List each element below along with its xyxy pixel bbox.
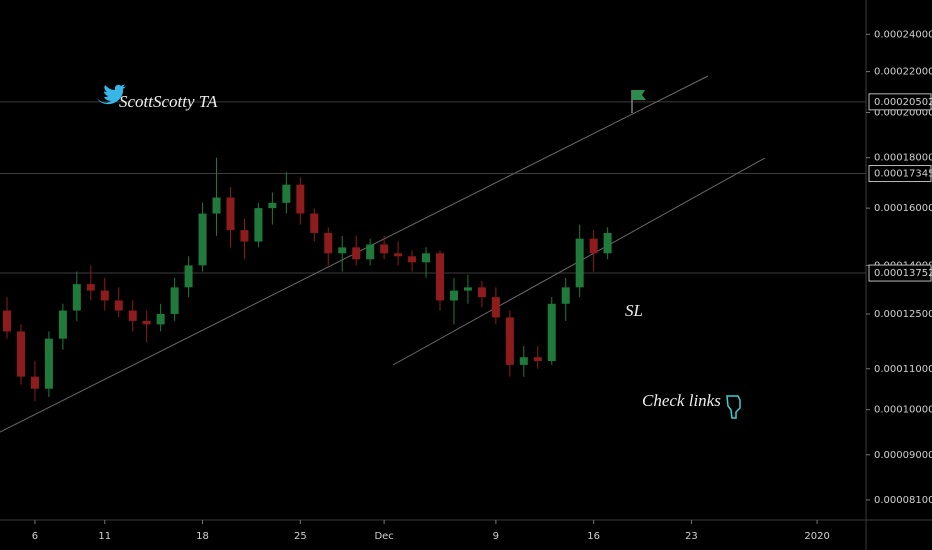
y-tick-label: 0.00018000 (874, 153, 932, 164)
candle-body (114, 300, 123, 311)
annotation-sl: SL (625, 301, 643, 320)
x-tick-label: Dec (374, 531, 393, 542)
candle-body (575, 238, 584, 288)
candle-body (240, 230, 249, 242)
candle-body (128, 310, 137, 321)
y-tick-label: 0.00016000 (874, 203, 932, 214)
candle-body (561, 287, 570, 304)
price-lines: 0.00020502 0.00017345 0.00013752 (868, 93, 932, 282)
candle-body (477, 287, 486, 298)
candle-body (603, 232, 612, 254)
x-tick-label: 2020 (804, 531, 829, 542)
y-tick-label: 0.00010000 (874, 405, 932, 416)
candle-body (505, 317, 514, 365)
hand-icon (726, 395, 741, 419)
candle-body (394, 253, 403, 257)
candle-body (86, 284, 95, 291)
y-tick-label: 0.00012500 (874, 309, 932, 320)
y-tick-label: 0.00024000 (874, 29, 932, 40)
candles (3, 157, 612, 402)
candle-body (212, 197, 221, 214)
candle-body (16, 331, 25, 377)
price-label: 0.00017345 (874, 169, 932, 180)
x-tick-label: 25 (294, 531, 307, 542)
x-tick-label: 16 (587, 531, 600, 542)
candle-body (324, 232, 333, 254)
price-label-box (868, 165, 932, 183)
x-tick-label: 11 (98, 531, 111, 542)
candle-body (156, 313, 165, 325)
candle-body (408, 256, 417, 263)
price-label-box (868, 264, 932, 282)
candle-body (366, 244, 375, 260)
price-label-box (868, 93, 932, 111)
candle-body (100, 290, 109, 301)
candle-body (30, 376, 39, 389)
candle-body (198, 213, 207, 266)
annotation-check-links: Check links (642, 391, 721, 410)
candle-body (3, 310, 11, 332)
candle-body (547, 303, 556, 362)
candle-body (58, 310, 67, 339)
candle-body (352, 247, 361, 260)
candle-body (380, 244, 389, 254)
candle-body (422, 253, 431, 263)
candle-body (170, 287, 179, 314)
price-label: 0.00013752 (874, 268, 932, 279)
candle-body (519, 357, 528, 365)
candle-body (184, 265, 193, 288)
candle-body (296, 184, 305, 214)
candle-body (463, 287, 472, 291)
candle-body (436, 253, 444, 301)
candle-body (44, 338, 53, 389)
twitter-icon (97, 84, 126, 105)
candle-body (282, 184, 291, 203)
annotation-signature: ScottScotty TA (119, 92, 218, 111)
candle-body (142, 320, 151, 325)
candle-body (449, 290, 458, 301)
x-tick-label: 23 (685, 531, 698, 542)
y-tick-label: 0.00008100 (874, 495, 932, 506)
price-label: 0.00020502 (874, 97, 932, 108)
y-tick-label: 0.00020000 (874, 107, 932, 118)
candle-body (310, 213, 319, 233)
grid-layer (0, 101, 866, 274)
x-tick-label: 6 (32, 531, 38, 542)
candle-body (533, 357, 542, 362)
x-tick-label: 18 (196, 531, 209, 542)
candle-body (338, 247, 347, 254)
y-tick-label: 0.00009000 (874, 450, 932, 461)
candle-body (491, 297, 500, 318)
candle-body (589, 238, 598, 254)
y-tick-label: 0.00022000 (874, 67, 932, 78)
candle-body (72, 284, 81, 311)
candle-body (226, 197, 235, 231)
candle-body (254, 208, 263, 242)
x-axis: 6 11 18 25 Dec 9 16 23 2020 (32, 520, 830, 542)
x-tick-label: 9 (493, 531, 499, 542)
candle-body (268, 202, 277, 209)
y-tick-label: 0.00011000 (874, 364, 932, 375)
flag-icon (631, 90, 646, 113)
